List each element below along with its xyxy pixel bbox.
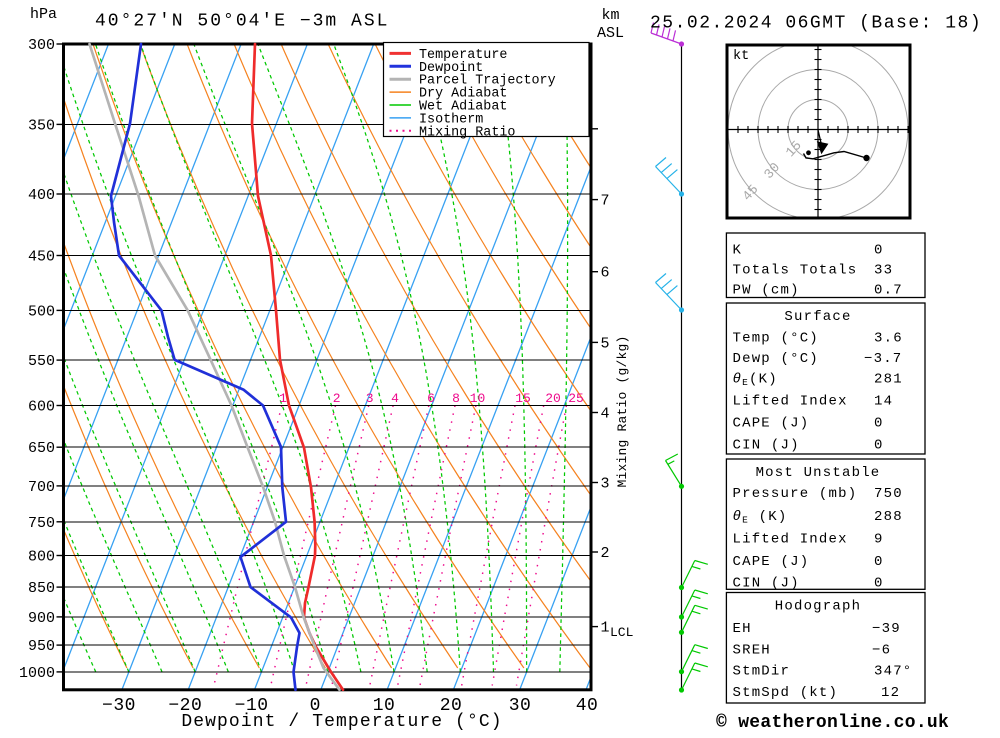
svg-text:PW (cm): PW (cm): [733, 283, 800, 299]
svg-text:θE (K): θE (K): [733, 509, 788, 526]
svg-text:Mixing Ratio (g/kg): Mixing Ratio (g/kg): [615, 335, 630, 487]
svg-text:Lifted Index: Lifted Index: [733, 532, 848, 548]
svg-text:Wet Adiabat: Wet Adiabat: [419, 100, 507, 115]
svg-text:40: 40: [576, 696, 599, 716]
svg-text:0: 0: [874, 416, 884, 432]
svg-text:10: 10: [373, 696, 396, 716]
svg-text:Totals Totals: Totals Totals: [733, 263, 858, 279]
svg-text:30: 30: [509, 696, 532, 716]
svg-text:Lifted Index: Lifted Index: [733, 394, 848, 410]
svg-text:750: 750: [874, 486, 903, 502]
svg-text:281: 281: [874, 372, 903, 388]
svg-text:8: 8: [452, 391, 460, 406]
svg-text:40°27'N 50°04'E −3m ASL: 40°27'N 50°04'E −3m ASL: [95, 12, 389, 32]
svg-text:−30: −30: [102, 696, 136, 716]
svg-text:© weatheronline.co.uk: © weatheronline.co.uk: [716, 713, 949, 733]
svg-text:CIN (J): CIN (J): [733, 438, 800, 454]
svg-text:StmDir: StmDir: [733, 664, 791, 680]
svg-text:3: 3: [366, 391, 374, 406]
svg-text:700: 700: [28, 479, 55, 496]
svg-text:0.7: 0.7: [874, 283, 903, 299]
svg-text:kt: kt: [733, 49, 749, 64]
svg-text:500: 500: [28, 303, 55, 320]
svg-text:Most Unstable: Most Unstable: [756, 465, 881, 481]
svg-text:6: 6: [427, 391, 435, 406]
svg-text:300: 300: [28, 37, 55, 54]
svg-text:2: 2: [333, 391, 341, 406]
svg-text:20: 20: [545, 391, 561, 406]
svg-text:CAPE (J): CAPE (J): [733, 554, 810, 570]
svg-text:Dewp (°C): Dewp (°C): [733, 351, 819, 367]
svg-text:Mixing Ratio: Mixing Ratio: [419, 125, 515, 140]
svg-text:hPa: hPa: [30, 6, 57, 23]
svg-text:−3.7: −3.7: [864, 351, 902, 367]
svg-text:Temp (°C): Temp (°C): [733, 331, 819, 347]
svg-text:−6: −6: [872, 643, 891, 659]
svg-text:15: 15: [515, 391, 531, 406]
svg-text:0: 0: [874, 554, 884, 570]
svg-text:Isotherm: Isotherm: [419, 112, 483, 127]
svg-text:Dewpoint: Dewpoint: [419, 61, 483, 76]
svg-text:7: 7: [601, 193, 610, 210]
svg-text:Dewpoint / Temperature (°C): Dewpoint / Temperature (°C): [181, 712, 502, 732]
svg-text:K: K: [733, 243, 743, 259]
svg-text:CAPE (J): CAPE (J): [733, 416, 810, 432]
svg-text:600: 600: [28, 399, 55, 416]
svg-text:3.6: 3.6: [874, 331, 903, 347]
svg-text:StmSpd (kt): StmSpd (kt): [733, 685, 839, 701]
svg-text:EH: EH: [733, 621, 752, 637]
svg-text:Hodograph: Hodograph: [775, 599, 861, 615]
svg-text:CIN (J): CIN (J): [733, 576, 800, 592]
svg-text:347°: 347°: [874, 664, 912, 680]
svg-text:Dry Adiabat: Dry Adiabat: [419, 87, 507, 102]
svg-text:0: 0: [874, 438, 884, 454]
svg-text:450: 450: [28, 249, 55, 266]
svg-text:2: 2: [601, 545, 610, 562]
svg-text:0: 0: [874, 576, 884, 592]
svg-text:950: 950: [28, 638, 55, 655]
svg-text:5: 5: [601, 335, 610, 352]
svg-text:6: 6: [601, 265, 610, 282]
svg-text:0: 0: [310, 696, 321, 716]
svg-text:−20: −20: [168, 696, 202, 716]
svg-text:−39: −39: [872, 621, 901, 637]
svg-text:900: 900: [28, 610, 55, 627]
svg-text:12: 12: [881, 685, 900, 701]
svg-text:0: 0: [874, 243, 884, 259]
svg-text:400: 400: [28, 187, 55, 204]
svg-text:Temperature: Temperature: [419, 48, 507, 63]
svg-text:1: 1: [601, 620, 610, 637]
svg-text:3: 3: [601, 476, 610, 493]
svg-text:750: 750: [28, 515, 55, 532]
svg-text:ASL: ASL: [597, 25, 624, 42]
svg-text:Surface: Surface: [784, 309, 851, 325]
svg-text:10: 10: [470, 391, 486, 406]
svg-text:20: 20: [440, 696, 463, 716]
svg-text:9: 9: [874, 532, 884, 548]
svg-text:350: 350: [28, 117, 55, 134]
svg-text:288: 288: [874, 509, 903, 525]
svg-text:−10: −10: [235, 696, 269, 716]
svg-text:1000: 1000: [19, 665, 55, 682]
svg-text:SREH: SREH: [733, 643, 771, 659]
svg-text:LCL: LCL: [610, 625, 633, 640]
svg-text:25.02.2024 06GMT (Base: 18): 25.02.2024 06GMT (Base: 18): [650, 14, 982, 34]
svg-text:650: 650: [28, 440, 55, 457]
svg-text:Pressure (mb): Pressure (mb): [733, 486, 858, 502]
svg-text:θE(K): θE(K): [733, 372, 778, 389]
svg-text:550: 550: [28, 353, 55, 370]
svg-text:800: 800: [28, 549, 55, 566]
svg-text:14: 14: [874, 394, 893, 410]
svg-text:850: 850: [28, 580, 55, 597]
svg-text:4: 4: [601, 406, 610, 423]
svg-text:km: km: [602, 7, 620, 24]
svg-text:Parcel Trajectory: Parcel Trajectory: [419, 74, 556, 89]
svg-text:33: 33: [874, 263, 893, 279]
svg-text:1: 1: [279, 391, 287, 406]
svg-text:25: 25: [568, 391, 584, 406]
svg-text:4: 4: [391, 391, 399, 406]
